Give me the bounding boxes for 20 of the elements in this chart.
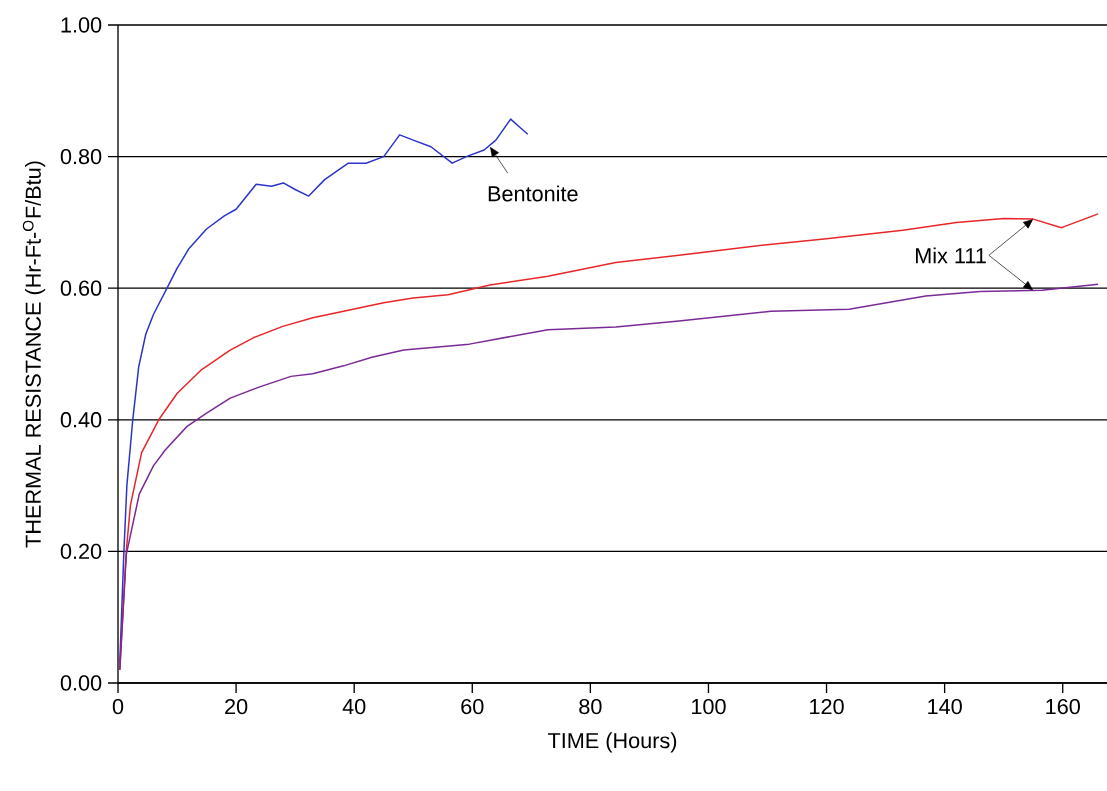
x-tick-label: 120 xyxy=(810,698,844,715)
x-tick-label: 40 xyxy=(342,698,366,715)
y-axis-title: THERMAL RESISTANCE (Hr-Ft-$^{O}$F/Btu) xyxy=(22,161,46,548)
y-tick-label: 1.00 xyxy=(61,17,102,33)
x-tick-label: 20 xyxy=(225,698,248,715)
x-tick-label: 160 xyxy=(1046,698,1080,715)
x-tick-label: 100 xyxy=(692,698,726,715)
y-tick-label: 0.00 xyxy=(60,675,102,691)
y-tick-label: 0.20 xyxy=(60,543,102,560)
x-tick-label: 0 xyxy=(112,698,124,715)
x-tick-label: 80 xyxy=(579,698,602,715)
x-tick-label: 60 xyxy=(461,698,484,715)
y-tick-label: 0.40 xyxy=(60,412,102,428)
x-tick-label: 140 xyxy=(928,698,962,715)
annotation: Mix 111 xyxy=(915,247,986,264)
line-series xyxy=(119,283,1099,671)
y-tick-label: 0.80 xyxy=(60,148,102,165)
x-axis-title: TIME (Hours) xyxy=(548,732,677,753)
y-tick-label: 0.60 xyxy=(60,280,102,296)
annotation: Bentonite xyxy=(488,185,578,202)
